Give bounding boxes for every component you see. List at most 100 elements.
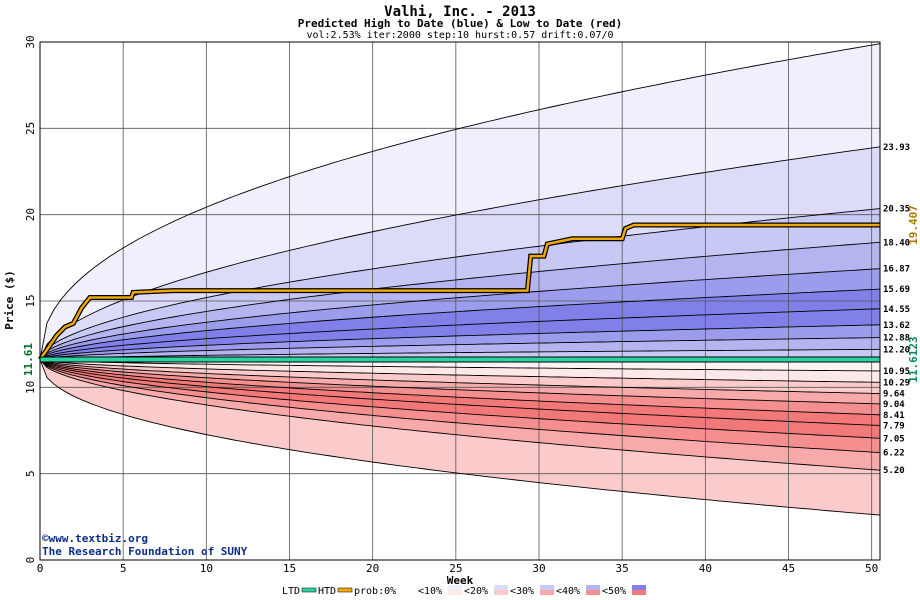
- band-end-label: 23.93: [883, 143, 910, 153]
- legend-htd-swatch: [337, 587, 353, 593]
- x-tick-label: 0: [37, 562, 44, 575]
- band-end-label: 12.20: [883, 345, 910, 355]
- x-tick-label: 25: [449, 562, 462, 575]
- chart-subtitle: Predicted High to Date (blue) & Low to D…: [298, 17, 623, 30]
- band-boundary: [40, 337, 880, 360]
- x-tick-label: 30: [532, 562, 545, 575]
- legend-swatch-red: [632, 590, 646, 595]
- htd-line: [38, 223, 880, 361]
- band-end-label: 7.05: [883, 434, 905, 444]
- band-end-label: 15.69: [883, 285, 910, 295]
- band-boundary: [40, 359, 880, 372]
- low-band: [40, 359, 880, 439]
- band-boundary: [40, 268, 880, 360]
- high-band: [40, 146, 880, 360]
- copyright-block: ©www.textbiz.org The Research Foundation…: [42, 532, 247, 558]
- band-end-label: 12.88: [883, 334, 910, 344]
- band-end-label: 14.55: [883, 305, 910, 315]
- legend-prob-label: prob:0%: [354, 586, 396, 597]
- band-boundary: [40, 359, 880, 383]
- band-boundary: [40, 348, 880, 360]
- low-band: [40, 359, 880, 453]
- y-tick-label: 25: [24, 122, 37, 135]
- legend-swatch-0: [402, 585, 416, 595]
- low-band: [40, 359, 880, 394]
- legend-item-label: <20%: [464, 586, 488, 597]
- y-axis-label: Price ($): [3, 270, 16, 330]
- legend-item-label: <40%: [556, 586, 580, 597]
- high-band: [40, 337, 880, 360]
- y-tick-label: 20: [24, 208, 37, 221]
- legend-swatch-red: [494, 590, 508, 595]
- band-boundary: [40, 146, 880, 360]
- legend-swatch-red: [448, 590, 462, 595]
- band-end-label: 10.95: [883, 367, 910, 377]
- x-tick-label: 5: [120, 562, 127, 575]
- chart-title: Valhi, Inc. - 2013: [384, 4, 536, 20]
- high-band: [40, 324, 880, 360]
- band-end-label: 5.20: [883, 466, 905, 476]
- band-boundary: [40, 308, 880, 360]
- legend-ltd-swatch: [301, 587, 317, 593]
- copyright-site: ©www.textbiz.org: [42, 532, 148, 545]
- band-boundary: [40, 43, 880, 360]
- high-band: [40, 43, 880, 360]
- band-end-label: 8.41: [883, 411, 905, 421]
- chart-params: vol:2.53% iter:2000 step:10 hurst:0.57 d…: [306, 30, 613, 41]
- legend-swatch-blue: [494, 585, 508, 590]
- band-end-label: 9.04: [883, 400, 905, 410]
- plot-frame: [39, 41, 881, 561]
- x-tick-label: 10: [200, 562, 213, 575]
- low-band: [40, 359, 880, 404]
- start-price-label: 11.61: [22, 343, 35, 376]
- plot-area: 0 5 10 15 20 25 30 35 40 45 50 0 5 10 15 20 25 30 11.61 23.…: [22, 35, 920, 575]
- legend-swatch-blue: [632, 585, 646, 590]
- band-end-label: 10.29: [883, 378, 910, 388]
- band-end-label: 6.22: [883, 449, 905, 459]
- band-boundary: [40, 359, 880, 416]
- legend-swatch-red: [586, 590, 600, 595]
- band-end-label: 18.40: [883, 238, 910, 248]
- legend-htd-label: HTD: [318, 586, 336, 597]
- y-tick-label: 10: [24, 381, 37, 394]
- legend-item-label: <50%: [602, 586, 626, 597]
- band-boundary: [40, 359, 880, 439]
- legend: LTD HTD prob:0% <10% <20% <30% <40% <50%: [282, 585, 646, 597]
- x-tick-label: 50: [865, 562, 878, 575]
- x-tick-label: 15: [283, 562, 296, 575]
- x-tick-label: 40: [699, 562, 712, 575]
- band-boundary: [40, 359, 880, 394]
- band-boundary: [40, 359, 880, 405]
- band-end-label: 9.64: [883, 390, 905, 400]
- high-band: [40, 308, 880, 360]
- legend-ltd-label: LTD: [282, 586, 300, 597]
- legend-swatch-blue: [540, 585, 554, 590]
- band-boundary: [40, 324, 880, 360]
- high-band: [40, 208, 880, 360]
- band-boundary: [40, 359, 880, 426]
- y-tick-label: 15: [24, 294, 37, 307]
- low-band: [40, 359, 880, 516]
- low-band: [40, 359, 880, 426]
- band-end-label: 16.87: [883, 265, 910, 275]
- band-boundary: [40, 359, 880, 471]
- band-end-label: 13.62: [883, 321, 910, 331]
- x-tick-label: 20: [366, 562, 379, 575]
- high-band: [40, 289, 880, 360]
- band-end-label: 7.79: [883, 421, 905, 431]
- copyright-org: The Research Foundation of SUNY: [42, 545, 248, 558]
- legend-item-label: <10%: [418, 586, 442, 597]
- band-boundary: [40, 288, 880, 360]
- legend-swatch-red: [540, 590, 554, 595]
- y-tick-label: 5: [24, 470, 37, 477]
- x-axis-label: Week: [447, 574, 474, 587]
- band-boundary: [40, 359, 880, 516]
- htd-end-label: 19.407: [907, 205, 920, 245]
- y-tick-label: 0: [24, 557, 37, 564]
- band-boundary: [40, 359, 880, 454]
- high-band: [40, 242, 880, 360]
- legend-item-label: <30%: [510, 586, 534, 597]
- y-tick-label: 30: [24, 35, 37, 48]
- band-end-label: 20.35: [883, 205, 910, 215]
